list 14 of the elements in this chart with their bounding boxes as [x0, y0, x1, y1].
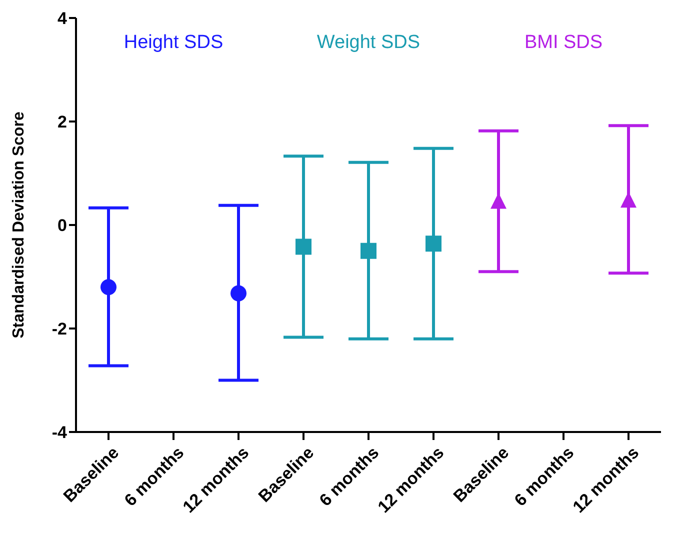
y-tick-label: 0	[58, 216, 67, 236]
y-tick-label: 2	[58, 112, 67, 132]
point	[426, 236, 442, 252]
point	[230, 285, 246, 302]
text: Weight SDS	[316, 32, 422, 54]
y-axis-title: Standardised Deviation Score	[10, 112, 28, 338]
y-tick-label: -2	[52, 320, 67, 339]
point	[100, 279, 116, 296]
point	[360, 242, 376, 259]
text: Height SDS	[122, 32, 224, 54]
point	[296, 238, 312, 255]
text: BMI SDS	[523, 32, 604, 54]
y-tick-label: 4	[58, 9, 68, 28]
y-tick-label: -4	[52, 423, 68, 442]
